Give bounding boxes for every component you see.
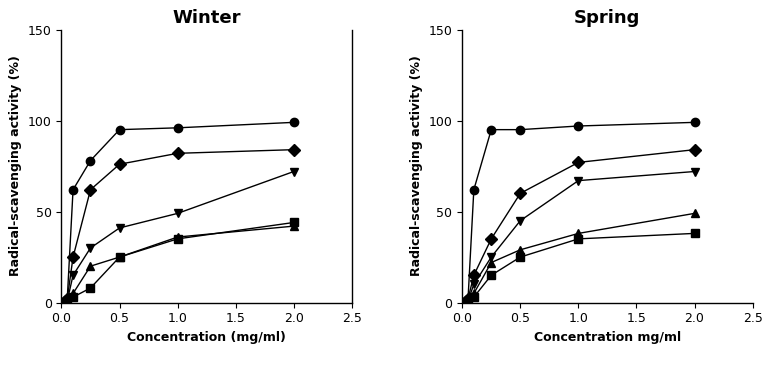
Title: Spring: Spring (574, 8, 641, 27)
X-axis label: Concentration mg/ml: Concentration mg/ml (534, 331, 681, 344)
Y-axis label: Radical-scavenging activity (%): Radical-scavenging activity (%) (410, 56, 423, 276)
Title: Winter: Winter (172, 8, 241, 27)
Y-axis label: Radical-scavenging activity (%): Radical-scavenging activity (%) (9, 56, 22, 276)
X-axis label: Concentration (mg/ml): Concentration (mg/ml) (127, 331, 286, 344)
